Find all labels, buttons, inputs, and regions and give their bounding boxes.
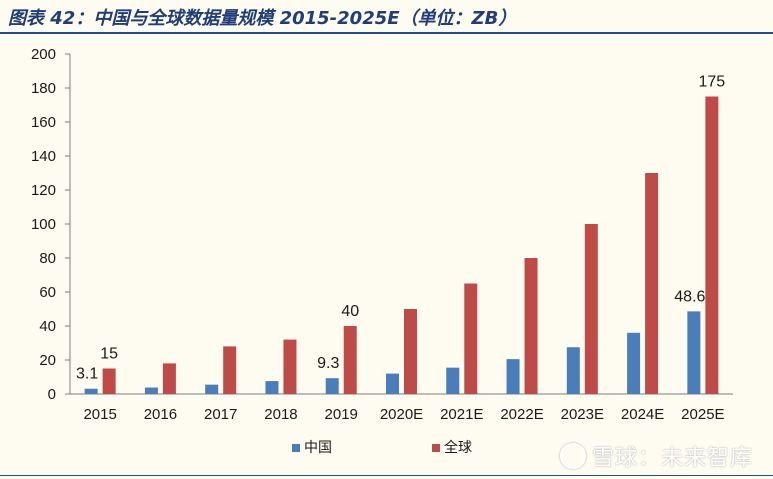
china-legend-label: 中国 — [304, 440, 332, 456]
y-tick-label: 20 — [39, 352, 56, 369]
y-tick-label: 80 — [39, 250, 56, 267]
data-label: 15 — [100, 346, 118, 363]
x-tick-label: 2024E — [621, 406, 664, 423]
y-tick-label: 40 — [39, 318, 56, 335]
x-tick-label: 2016 — [144, 406, 177, 423]
china-bar — [205, 384, 219, 394]
title-divider — [0, 32, 773, 34]
china-bar — [144, 387, 158, 394]
x-tick-label: 2017 — [204, 406, 237, 423]
chart-title: 图表 42：中国与全球数据量规模 2015-2025E（单位：ZB） — [8, 8, 517, 29]
y-tick-label: 100 — [31, 216, 56, 233]
china-bar — [84, 388, 98, 394]
global-bar — [162, 363, 176, 394]
data-label: 40 — [341, 303, 359, 320]
x-tick-label: 2021E — [440, 406, 483, 423]
global-bar — [223, 346, 237, 394]
global-bar — [343, 326, 357, 394]
china-bar — [687, 311, 701, 394]
snowball-logo-icon — [560, 443, 586, 469]
watermark: 雪球：未来智库 — [560, 440, 753, 472]
china-bar — [386, 373, 399, 394]
global-bar — [102, 368, 116, 394]
y-tick-label: 0 — [48, 386, 56, 403]
global-bar — [645, 173, 659, 394]
y-tick-label: 160 — [31, 114, 56, 131]
y-tick-label: 120 — [31, 182, 56, 199]
x-tick-label: 2025E — [681, 406, 724, 423]
global-bar — [464, 283, 478, 394]
x-tick-label: 2019 — [325, 406, 358, 423]
y-tick-label: 60 — [39, 284, 56, 301]
global-bar — [524, 258, 538, 394]
y-tick-label: 140 — [31, 148, 56, 165]
data-label: 3.1 — [76, 366, 98, 383]
global-legend-label: 全球 — [444, 439, 472, 456]
data-label: 175 — [699, 74, 726, 91]
y-tick-label: 180 — [31, 80, 56, 97]
china-bar — [627, 332, 641, 394]
china-bar — [506, 359, 520, 394]
global-bar — [283, 339, 297, 394]
china-bar — [265, 381, 279, 394]
bottom-divider — [0, 475, 773, 476]
china-bar — [446, 367, 460, 394]
watermark-text: 雪球：未来智库 — [592, 446, 754, 471]
global-legend-swatch — [432, 444, 440, 452]
x-tick-label: 2020E — [380, 406, 423, 423]
global-bar — [584, 224, 598, 394]
china-bar — [566, 347, 580, 394]
x-tick-label: 2015 — [83, 406, 116, 423]
china-bar — [325, 378, 339, 394]
china-legend-swatch — [292, 444, 300, 452]
x-tick-label: 2018 — [264, 406, 297, 423]
global-bar — [705, 96, 719, 394]
x-tick-label: 2023E — [561, 406, 604, 423]
x-tick-label: 2022E — [500, 406, 543, 423]
data-label: 48.6 — [674, 288, 705, 305]
global-bar — [404, 309, 417, 394]
data-label: 9.3 — [317, 355, 339, 372]
y-tick-label: 200 — [31, 46, 56, 63]
